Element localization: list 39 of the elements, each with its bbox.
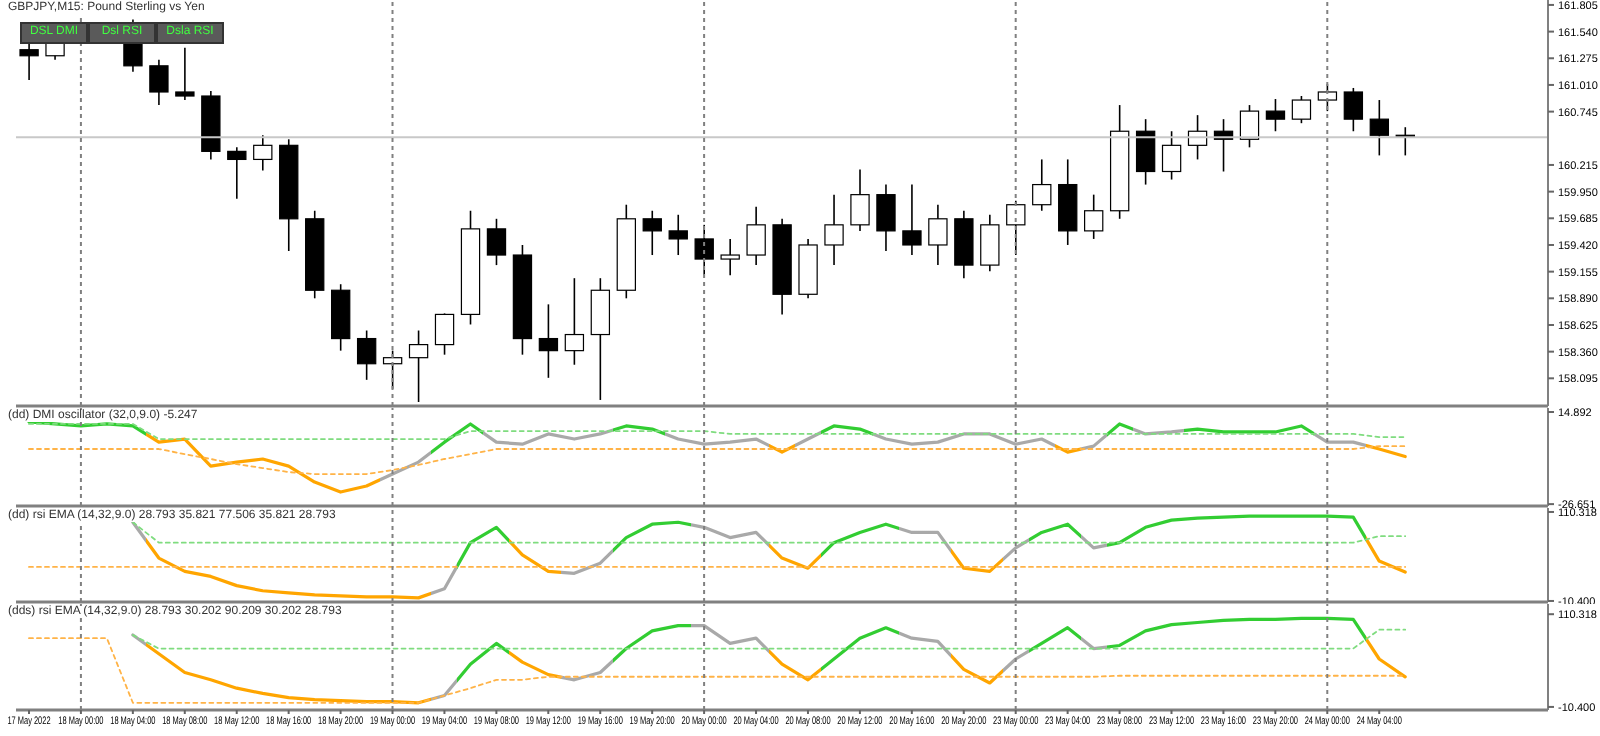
candlestick — [19, 38, 39, 81]
candlestick — [902, 183, 922, 256]
candlestick — [1084, 193, 1104, 240]
candlestick — [980, 213, 1000, 272]
candlestick — [1032, 158, 1052, 212]
candlestick — [1343, 87, 1364, 133]
candlestick — [590, 277, 611, 401]
line-series — [28, 445, 1407, 475]
candlestick — [564, 277, 585, 366]
candlestick — [876, 183, 896, 252]
candlestick — [954, 209, 974, 279]
line-series — [131, 616, 1407, 705]
line-series — [27, 420, 1407, 494]
line-series — [28, 423, 1407, 440]
candlestick — [149, 58, 169, 106]
candlestick — [1161, 130, 1182, 181]
candlestick — [642, 209, 662, 256]
candlestick — [746, 205, 766, 266]
candlestick — [1058, 158, 1078, 246]
candlestick — [1369, 99, 1390, 157]
candlestick — [408, 329, 429, 403]
candlestick — [1265, 98, 1286, 133]
candlestick — [253, 134, 273, 172]
candlestick — [356, 329, 377, 381]
candlestick — [1239, 104, 1260, 149]
candlestick — [668, 213, 688, 256]
candlestick — [1291, 95, 1312, 124]
candlestick — [1006, 199, 1026, 256]
candlestick — [227, 146, 247, 200]
candlestick — [824, 193, 844, 266]
candlestick — [850, 168, 870, 232]
candlestick — [928, 203, 948, 266]
line-series — [28, 637, 1407, 704]
candlestick — [538, 303, 559, 379]
candlestick — [486, 218, 507, 266]
candlestick — [434, 312, 455, 356]
candlestick — [720, 238, 740, 276]
candlestick — [175, 46, 195, 101]
candlestick — [1135, 118, 1156, 186]
